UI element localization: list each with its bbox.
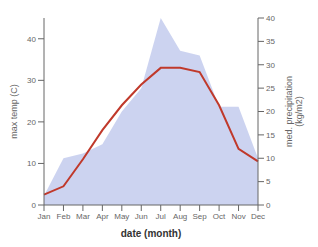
svg-text:Mar: Mar — [76, 212, 90, 221]
svg-text:40: 40 — [27, 35, 36, 44]
svg-text:date (month): date (month) — [121, 228, 182, 239]
svg-text:25: 25 — [266, 84, 275, 93]
svg-text:20: 20 — [266, 107, 275, 116]
svg-text:0: 0 — [32, 201, 37, 210]
svg-text:Oct: Oct — [213, 212, 226, 221]
svg-text:5: 5 — [266, 177, 271, 186]
svg-text:Jan: Jan — [38, 212, 51, 221]
svg-text:Apr: Apr — [96, 212, 109, 221]
svg-text:Sep: Sep — [193, 212, 208, 221]
svg-text:Feb: Feb — [57, 212, 71, 221]
svg-text:Jul: Jul — [156, 212, 166, 221]
svg-text:30: 30 — [27, 76, 36, 85]
svg-text:0: 0 — [266, 201, 271, 210]
svg-text:Aug: Aug — [173, 212, 187, 221]
svg-text:med. precipitation(kg/m2): med. precipitation(kg/m2) — [284, 76, 304, 147]
svg-text:35: 35 — [266, 37, 275, 46]
svg-text:40: 40 — [266, 14, 275, 23]
svg-text:May: May — [114, 212, 129, 221]
svg-text:10: 10 — [27, 159, 36, 168]
svg-text:10: 10 — [266, 154, 275, 163]
svg-text:30: 30 — [266, 61, 275, 70]
svg-text:Dec: Dec — [251, 212, 265, 221]
svg-text:max temp (C): max temp (C) — [9, 84, 19, 139]
svg-text:15: 15 — [266, 131, 275, 140]
svg-text:Jun: Jun — [135, 212, 148, 221]
svg-text:Nov: Nov — [231, 212, 245, 221]
svg-text:20: 20 — [27, 118, 36, 127]
